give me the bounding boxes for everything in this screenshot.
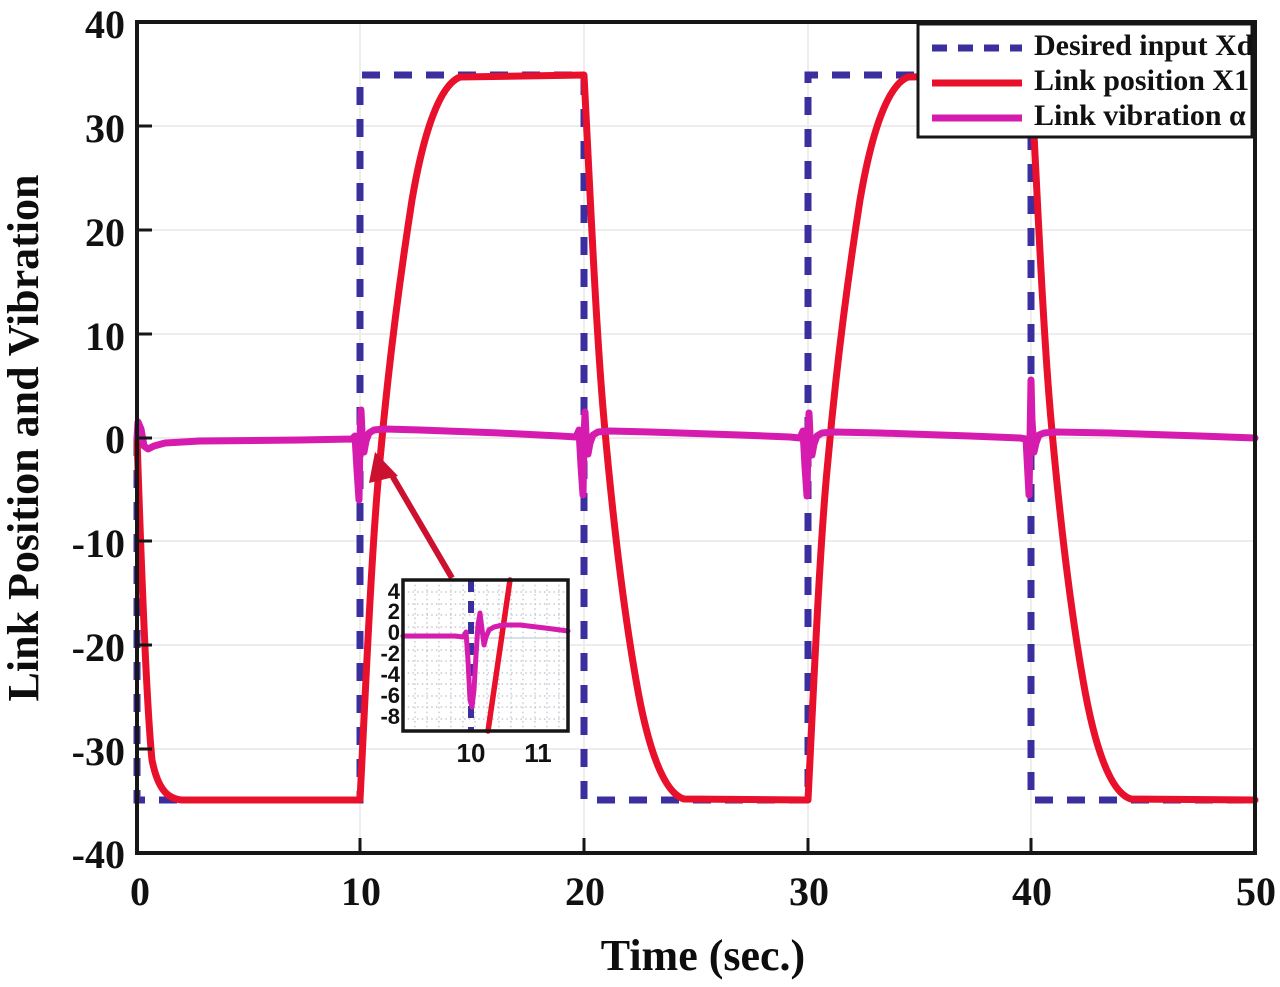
y-tick-marks [137,124,152,751]
x-axis-tick-labels: 0 10 20 30 40 50 [130,869,1276,914]
inset-series-link-vibration-alpha [400,610,571,710]
x-tick-label: 0 [130,869,150,914]
y-tick-label: 0 [105,417,125,462]
y-tick-label: -20 [72,625,125,670]
x-axis-title: Time (sec.) [601,931,805,980]
y-tick-label: 40 [85,2,125,47]
inset-y-tick-label: -4 [380,662,400,687]
inset-series-link-position-x1 [485,577,513,734]
x-tick-label: 30 [789,869,829,914]
x-tick-label: 20 [565,869,605,914]
legend-item-desired-input-xd[interactable]: Desired input Xd [932,29,1254,62]
y-tick-label: 10 [85,314,125,359]
arrow-shaft [387,470,455,580]
inset-y-tick-label: 4 [388,579,401,604]
y-axis-title: Link Position and Vibration [0,175,48,702]
inset-chart: 4 2 0 -2 -4 -6 -8 10 11 [380,577,571,768]
legend-label: Link vibration α [1034,99,1246,132]
series-link-position-x1 [133,71,1259,804]
inset-y-tick-label: 2 [388,599,400,624]
x-tick-label: 50 [1236,869,1276,914]
inset-x-tick-labels: 10 11 [457,738,552,768]
inset-background [403,580,568,731]
legend-label: Link position X1 [1034,64,1249,97]
inset-border [401,578,570,733]
x-tick-marks [358,838,1033,853]
inset-x-tick-label: 11 [524,738,552,768]
legend: Desired input Xd Link position X1 Link v… [916,22,1254,139]
x-tick-label: 40 [1012,869,1052,914]
y-tick-label: -30 [72,729,125,774]
y-axis-tick-labels: 40 30 20 10 0 -10 -20 -30 -40 [72,2,125,877]
series-link-vibration-alpha [133,376,1259,504]
plot-area [133,20,1259,855]
y-tick-label: -10 [72,521,125,566]
legend-label: Desired input Xd [1034,29,1254,62]
inset-callout-arrow-icon [369,452,455,580]
inset-y-tick-label: 0 [388,620,400,645]
x-tick-label: 10 [341,869,381,914]
inset-y-tick-label: -6 [380,683,400,708]
inset-y-tick-labels: 4 2 0 -2 -4 -6 -8 [380,579,400,729]
y-tick-label: -40 [72,832,125,877]
y-tick-label: 30 [85,106,125,151]
inset-y-tick-label: -8 [380,704,400,729]
legend-item-link-vibration-alpha[interactable]: Link vibration α [932,99,1246,132]
inset-x-tick-label: 10 [457,738,486,768]
inset-y-tick-label: -2 [380,641,400,666]
y-tick-label: 20 [85,210,125,255]
legend-item-link-position-x1[interactable]: Link position X1 [932,64,1249,97]
arrow-head [369,452,398,483]
